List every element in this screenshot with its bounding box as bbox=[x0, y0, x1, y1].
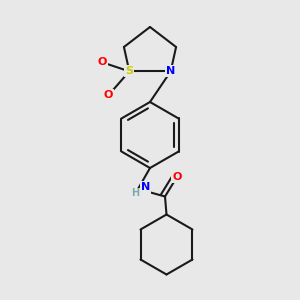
Text: S: S bbox=[125, 66, 133, 76]
Text: N: N bbox=[166, 66, 175, 76]
Text: N: N bbox=[141, 182, 150, 193]
Text: H: H bbox=[131, 188, 139, 199]
Text: O: O bbox=[98, 57, 107, 68]
Text: O: O bbox=[103, 90, 113, 100]
Text: O: O bbox=[172, 172, 182, 182]
